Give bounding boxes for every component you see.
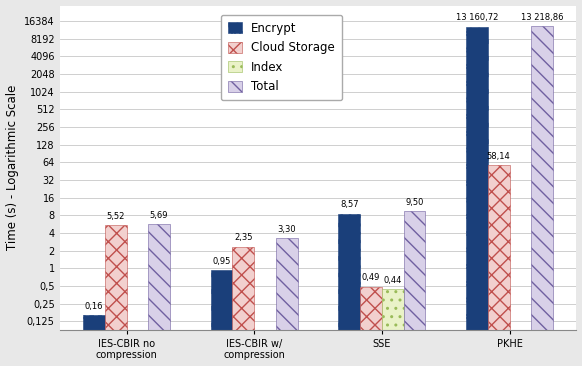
- Text: 13 218,86: 13 218,86: [521, 13, 563, 22]
- Bar: [276, 238, 297, 366]
- Text: 0,95: 0,95: [212, 257, 231, 265]
- Text: 58,14: 58,14: [487, 152, 510, 161]
- Text: 8,57: 8,57: [340, 201, 359, 209]
- Y-axis label: Time (s) - Logarithmic Scale: Time (s) - Logarithmic Scale: [6, 85, 19, 250]
- Text: 0,49: 0,49: [362, 273, 380, 283]
- Legend: Encrypt, Cloud Storage, Index, Total: Encrypt, Cloud Storage, Index, Total: [221, 15, 342, 100]
- Bar: [382, 290, 403, 366]
- Text: 3,30: 3,30: [278, 225, 296, 234]
- Text: 5,69: 5,69: [150, 211, 168, 220]
- Bar: [403, 211, 425, 366]
- Bar: [531, 26, 553, 366]
- Text: 0,16: 0,16: [85, 302, 103, 311]
- Text: 13 160,72: 13 160,72: [456, 13, 498, 22]
- Bar: [466, 27, 488, 366]
- Bar: [148, 224, 170, 366]
- Text: 2,35: 2,35: [234, 234, 253, 242]
- Bar: [105, 225, 126, 366]
- Bar: [83, 315, 105, 366]
- Bar: [232, 247, 254, 366]
- Text: 5,52: 5,52: [107, 212, 125, 221]
- Bar: [488, 165, 509, 366]
- Bar: [339, 214, 360, 366]
- Bar: [360, 287, 382, 366]
- Bar: [211, 270, 232, 366]
- Text: 9,50: 9,50: [405, 198, 424, 207]
- Text: 0,44: 0,44: [384, 276, 402, 285]
